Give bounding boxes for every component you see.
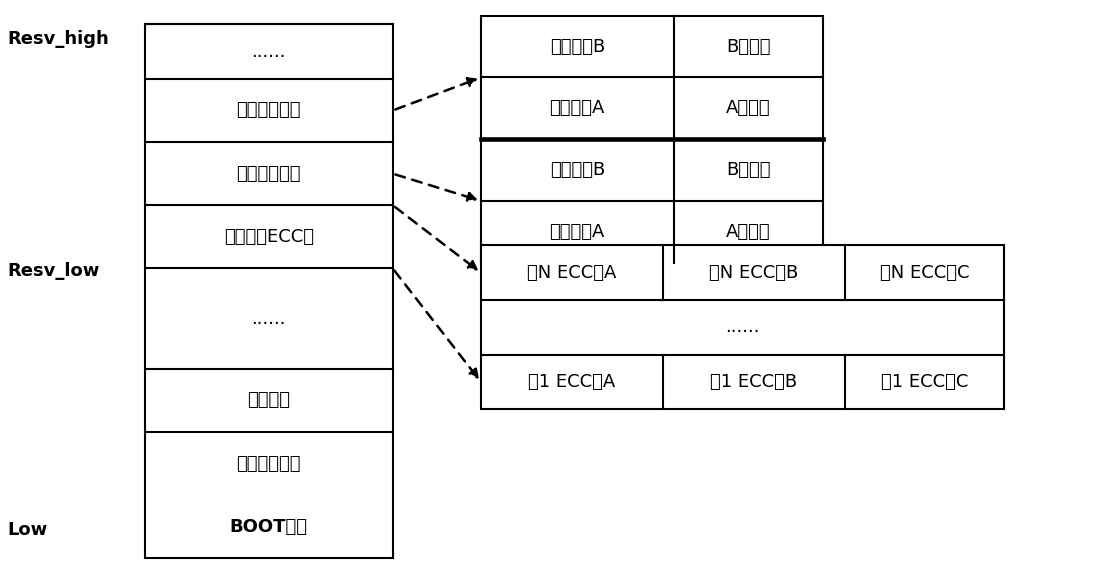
Bar	[481, 16, 822, 263]
Text: ......: ......	[725, 319, 760, 336]
Text: ......: ......	[252, 43, 286, 61]
Text: 检错纠错程序: 检错纠错程序	[236, 455, 301, 473]
Text: 代码备份B: 代码备份B	[549, 161, 604, 179]
Text: 段N ECC码B: 段N ECC码B	[709, 264, 798, 282]
Text: 代码备份A: 代码备份A	[549, 223, 606, 241]
Text: B校验码: B校验码	[726, 161, 770, 179]
Text: Resv_high: Resv_high	[7, 29, 108, 48]
Text: 应用程序: 应用程序	[248, 391, 291, 410]
Text: 应用代码备份: 应用代码备份	[236, 164, 301, 183]
Text: Resv_low: Resv_low	[7, 263, 99, 280]
Text: 段1 ECC码C: 段1 ECC码C	[881, 373, 968, 391]
Text: 应用代码ECC区: 应用代码ECC区	[223, 228, 314, 246]
Text: A校验码: A校验码	[726, 223, 770, 241]
Text: 数据备份A: 数据备份A	[549, 99, 606, 117]
Bar	[145, 24, 392, 559]
Text: 数据备份B: 数据备份B	[549, 38, 604, 55]
Text: Low: Low	[7, 520, 48, 539]
Text: BOOT程序: BOOT程序	[230, 518, 307, 536]
Text: 段1 ECC码B: 段1 ECC码B	[711, 373, 797, 391]
Text: 段N ECC码C: 段N ECC码C	[880, 264, 969, 282]
Text: B校验码: B校验码	[726, 38, 770, 55]
Text: ......: ......	[252, 310, 286, 328]
Text: 段1 ECC码A: 段1 ECC码A	[528, 373, 615, 391]
Text: A校验码: A校验码	[726, 99, 770, 117]
Bar	[481, 245, 1004, 409]
Text: 关键数据备份: 关键数据备份	[236, 102, 301, 119]
Text: 段N ECC码A: 段N ECC码A	[527, 264, 617, 282]
